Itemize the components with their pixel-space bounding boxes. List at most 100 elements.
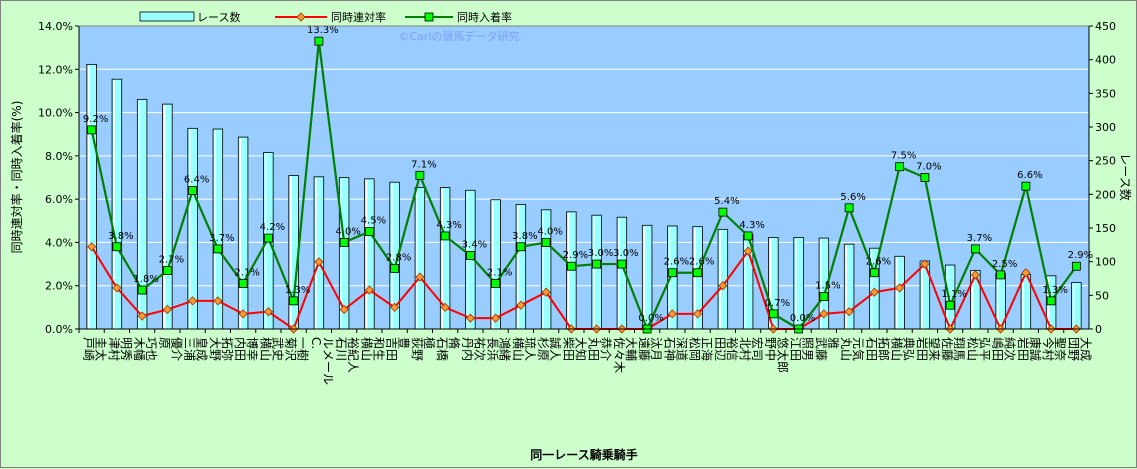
marker-rentai (188, 296, 198, 306)
marker-rentai (1021, 268, 1031, 278)
marker-nyuchaku (314, 36, 324, 46)
bars (86, 63, 1082, 330)
x-tick-label: 誠人 (548, 337, 562, 361)
x-tick-label: 大輔 (624, 337, 638, 361)
data-label-nyuchaku: 2.5% (992, 259, 1017, 270)
y-left-axis-title: 同時連対率・同時入着率(%) (9, 101, 24, 254)
y-left-tick-label: 12.0% (38, 63, 73, 76)
plot-area (79, 26, 1089, 329)
marker-rentai (465, 313, 475, 323)
data-label-nyuchaku: 2.8% (386, 252, 411, 263)
x-tick-label: 豊 (397, 337, 411, 349)
marker-nyuchaku (945, 300, 955, 310)
x-tick-label: 祐次 (472, 337, 486, 361)
marker-nyuchaku (617, 259, 627, 269)
marker-nyuchaku (390, 263, 400, 273)
y-right-tick-label: 450 (1095, 20, 1116, 33)
x-tick-label: 今村 (1041, 337, 1056, 361)
legend-label-rentai: 同時連対率 (331, 10, 386, 24)
data-label-nyuchaku: 1.1% (941, 289, 966, 300)
data-label-nyuchaku: 2.7% (159, 255, 184, 266)
x-tick-label: 戸崎 (82, 337, 96, 361)
x-tick-label: 鴻緒 (498, 337, 513, 361)
marker-nyuchaku (1021, 181, 1031, 191)
marker-nyuchaku (364, 227, 374, 237)
x-tick-label: 典弘 (902, 337, 916, 361)
x-tick-label: C. (309, 337, 323, 349)
x-tick-label: 内田 (233, 337, 247, 361)
marker-rentai (516, 300, 526, 310)
x-tick-label: 一樹 (296, 337, 310, 361)
y-right-tick-label: 0 (1095, 323, 1102, 336)
x-tick-label: 圭太 (94, 337, 109, 361)
marker-rentai (263, 307, 273, 317)
data-label-nyuchaku: 3.0% (588, 248, 613, 259)
x-tick-label: 岩田 (915, 337, 930, 361)
x-tick-label: 深道 (674, 337, 688, 361)
x-tick-label: 横山 (258, 337, 272, 361)
data-label-nyuchaku: 4.2% (260, 222, 285, 233)
x-tick-label: 柴田 (561, 337, 575, 361)
data-label-nyuchaku: 4.3% (739, 220, 764, 231)
marker-nyuchaku (566, 261, 576, 271)
marker-rentai (87, 242, 97, 252)
y-right-tick-label: 50 (1095, 289, 1109, 302)
marker-nyuchaku (819, 292, 829, 301)
x-tick-label: 佐々木 (612, 337, 626, 373)
marker-nyuchaku (289, 296, 299, 306)
legend: レース数 同時連対率 同時入着率 (139, 10, 512, 24)
y-left-tick-label: 0.0% (45, 323, 73, 336)
x-tick-label: 雅 (826, 337, 841, 349)
marker-nyuchaku (465, 251, 475, 260)
x-tick-label: 皇成 (195, 337, 209, 361)
x-tick-label: 博幸 (245, 337, 260, 361)
data-label-nyuchaku: 4.3% (436, 220, 461, 231)
x-tick-label: 横山 (511, 337, 525, 361)
marker-nyuchaku (743, 231, 753, 241)
marker-nyuchaku (895, 162, 905, 172)
data-label-nyuchaku: 7.0% (916, 162, 941, 173)
marker-rentai (920, 259, 930, 269)
x-tick-label: 大知 (573, 337, 587, 361)
x-tick-label: 北村 (738, 337, 752, 361)
x-tick-label: 団野 (1066, 337, 1080, 361)
y-left-tick-label: 8.0% (45, 150, 73, 163)
marker-rentai (112, 283, 122, 293)
x-tick-label: 汰月 (649, 337, 663, 361)
marker-nyuchaku (516, 242, 526, 252)
marker-nyuchaku (415, 170, 425, 180)
x-tick-label: 康誠 (1028, 337, 1043, 361)
data-label-nyuchaku: 0.7% (765, 298, 790, 309)
x-tick-label: 恭介 (599, 337, 613, 361)
marker-nyuchaku (491, 279, 501, 288)
x-tick-label: 佐藤 (940, 337, 954, 361)
marker-nyuchaku (693, 268, 703, 278)
x-tick-label: 裕紀人 (346, 337, 361, 373)
y-right-tick-label: 100 (1095, 256, 1116, 269)
marker-nyuchaku (844, 203, 854, 213)
x-tick-label: 津村 (107, 337, 121, 361)
marker-nyuchaku (592, 259, 602, 269)
marker-rentai (491, 313, 501, 323)
line-nyuchaku (90, 41, 1078, 332)
data-label-nyuchaku: 5.6% (840, 192, 865, 203)
marker-nyuchaku (869, 268, 879, 278)
data-label-nyuchaku: 4.0% (335, 226, 360, 237)
axes: 0.0% 2.0% 4.0% 6.0% 8.0% 10.0% 12.0% 14.0% 0 50 10… (38, 20, 1116, 385)
marker-nyuchaku (667, 268, 677, 278)
marker-rentai (314, 257, 324, 267)
x-tick-label: 弘平 (977, 337, 991, 361)
x-tick-label: 丸田 (587, 337, 601, 361)
data-label-nyuchaku: 3.4% (462, 239, 487, 250)
marker-nyuchaku (339, 238, 349, 247)
x-tick-label: 石田 (864, 337, 878, 361)
x-tick-label: 拓弥 (220, 337, 235, 361)
x-tick-label: 荻野 (410, 337, 424, 361)
marker-nyuchaku (718, 207, 728, 217)
x-tick-label: 大成 (1078, 337, 1092, 361)
marker-nyuchaku (188, 186, 198, 195)
data-label-nyuchaku: 7.1% (411, 159, 436, 170)
x-tick-label: 裕信 (725, 337, 740, 361)
x-tick-label: 極 (422, 337, 437, 349)
